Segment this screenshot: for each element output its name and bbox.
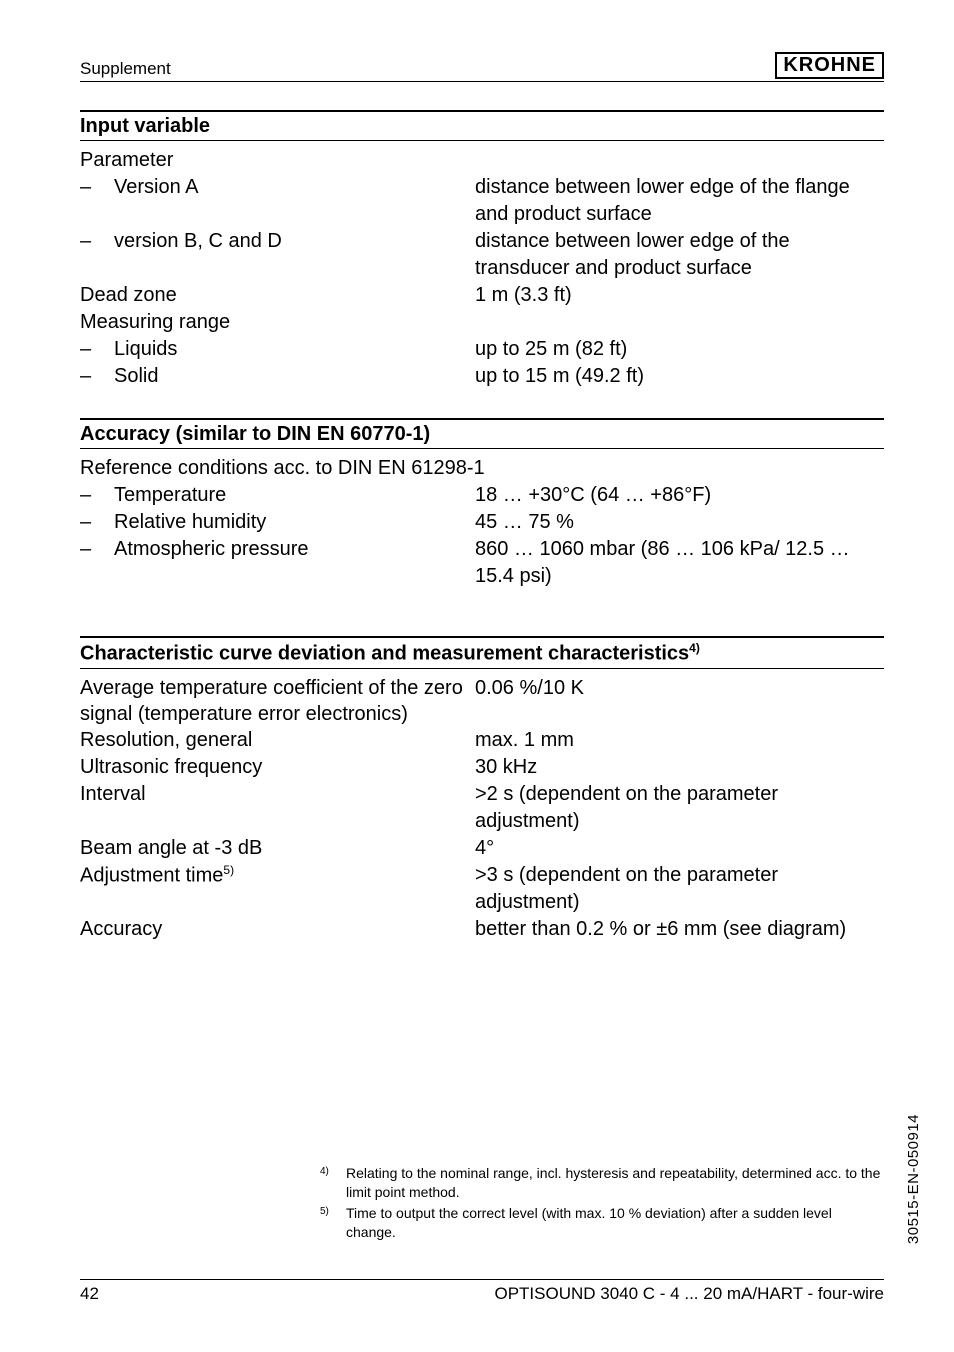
param-item-label: –Version A xyxy=(80,174,475,201)
footnotes: 4) Relating to the nominal range, incl. … xyxy=(320,1164,884,1244)
accuracy-item-value: 45 … 75 % xyxy=(475,509,884,536)
adjustment-time-value: >3 s (dependent on the parameter adjustm… xyxy=(475,862,884,916)
accuracy-item-label: –Atmospheric pressure xyxy=(80,536,475,563)
accuracy-item-label: –Temperature xyxy=(80,482,475,509)
range-item-value: up to 25 m (82 ft) xyxy=(475,336,884,363)
page-footer: 42 OPTISOUND 3040 C - 4 ... 20 mA/HART -… xyxy=(80,1279,884,1304)
footnote-text: Time to output the correct level (with m… xyxy=(346,1204,884,1242)
dead-zone-value: 1 m (3.3 ft) xyxy=(475,282,884,309)
param-item-label: –version B, C and D xyxy=(80,228,475,255)
section-title-input-variable: Input variable xyxy=(80,110,884,141)
measuring-range-label: Measuring range xyxy=(80,309,475,336)
param-item-value: distance between lower edge of the trans… xyxy=(475,228,884,282)
page-number: 42 xyxy=(80,1284,99,1304)
section-title-characteristic: Characteristic curve deviation and measu… xyxy=(80,636,884,669)
char-row-label: Interval xyxy=(80,781,475,808)
footnote-number: 5) xyxy=(320,1205,346,1243)
char-row-label: Average temperature coefficient of the z… xyxy=(80,675,475,727)
brand-logo: KROHNE xyxy=(775,52,884,79)
range-item-label: –Solid xyxy=(80,363,475,390)
param-item-value: distance between lower edge of the flang… xyxy=(475,174,884,228)
char-row-label: Beam angle at -3 dB xyxy=(80,835,475,862)
char-row-value: max. 1 mm xyxy=(475,727,884,754)
adjustment-time-label: Adjustment time5) xyxy=(80,862,475,890)
char-row-label: Resolution, general xyxy=(80,727,475,754)
accuracy-row-value: better than 0.2 % or ±6 mm (see diagram) xyxy=(475,916,884,943)
range-item-label: –Liquids xyxy=(80,336,475,363)
doc-title: OPTISOUND 3040 C - 4 ... 20 mA/HART - fo… xyxy=(494,1284,884,1304)
dead-zone-label: Dead zone xyxy=(80,282,475,309)
char-row-value: 0.06 %/10 K xyxy=(475,675,884,702)
section-title-accuracy: Accuracy (similar to DIN EN 60770-1) xyxy=(80,418,884,449)
reference-conditions-label: Reference conditions acc. to DIN EN 6129… xyxy=(80,455,884,482)
accuracy-item-value: 18 … +30°C (64 … +86°F) xyxy=(475,482,884,509)
char-row-value: >2 s (dependent on the parameter adjustm… xyxy=(475,781,884,835)
char-row-value: 4° xyxy=(475,835,884,862)
char-row-value: 30 kHz xyxy=(475,754,884,781)
accuracy-item-value: 860 … 1060 mbar (86 … 106 kPa/ 12.5 … 15… xyxy=(475,536,884,590)
accuracy-item-label: –Relative humidity xyxy=(80,509,475,536)
footnote-text: Relating to the nominal range, incl. hys… xyxy=(346,1164,884,1202)
footnote-number: 4) xyxy=(320,1165,346,1203)
range-item-value: up to 15 m (49.2 ft) xyxy=(475,363,884,390)
char-row-label: Ultrasonic frequency xyxy=(80,754,475,781)
page-header: Supplement KROHNE xyxy=(80,52,884,82)
supplement-label: Supplement xyxy=(80,59,171,79)
document-code-vertical: 30515-EN-050914 xyxy=(905,1114,922,1244)
parameter-heading: Parameter xyxy=(80,147,475,174)
accuracy-row-label: Accuracy xyxy=(80,916,475,943)
